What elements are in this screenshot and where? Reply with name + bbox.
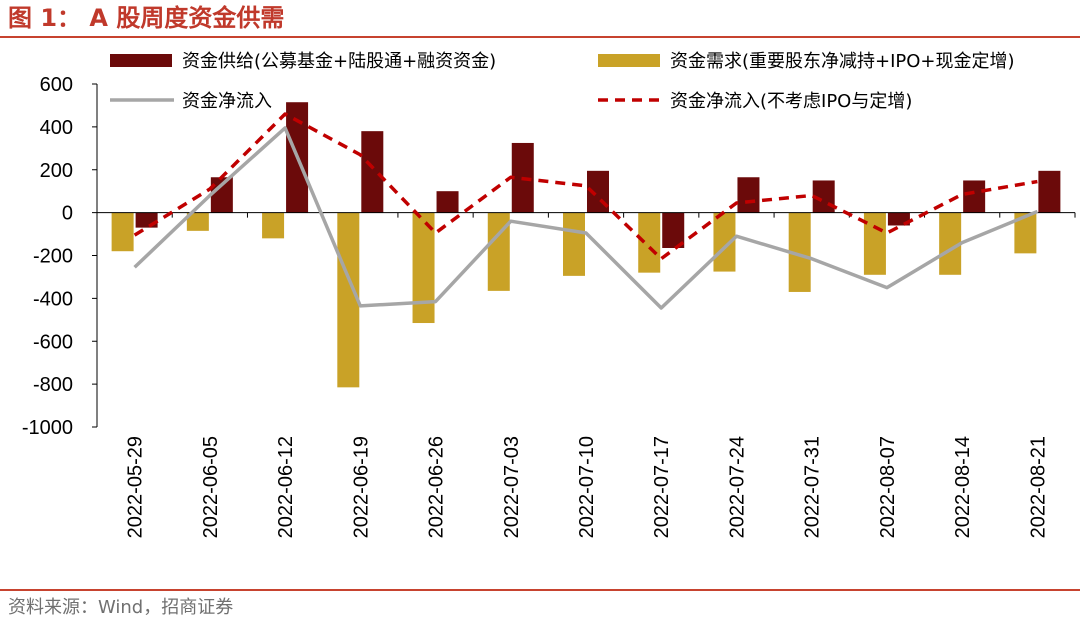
x-tick-label: 2022-06-26: [426, 436, 448, 538]
supply-bar: [963, 180, 986, 213]
x-tick-label: 2022-07-31: [802, 436, 824, 538]
x-tick-label: 2022-06-12: [275, 436, 297, 538]
demand-bar: [487, 212, 510, 291]
demand-bar: [111, 212, 134, 252]
x-tick-label: 2022-07-17: [651, 436, 673, 538]
y-tick-label: -600: [33, 331, 73, 353]
demand-bar: [186, 212, 209, 231]
supply-bar: [135, 212, 158, 228]
demand-bar: [412, 212, 435, 324]
supply-bar: [436, 191, 459, 213]
supply-bar: [737, 177, 760, 213]
demand-bar: [337, 212, 360, 388]
legend-label: 资金净流入(不考虑IPO与定增): [670, 91, 912, 112]
x-tick-label: 2022-08-14: [952, 436, 974, 538]
supply-bar: [361, 131, 384, 213]
supply-bar: [210, 177, 233, 213]
demand-bar: [638, 212, 661, 273]
x-tick-label: 2022-05-29: [125, 436, 147, 538]
y-tick-label: -200: [33, 246, 73, 268]
y-tick-label: 0: [62, 203, 73, 225]
source-note: 资料来源：Wind，招商证券: [8, 597, 234, 618]
legend-label: 资金净流入: [182, 91, 272, 112]
supply-bar: [662, 212, 685, 248]
demand-bar: [262, 212, 285, 239]
net-inflow-ex-line: [133, 112, 1038, 261]
bottom-rule: [0, 589, 1080, 591]
demand-bar: [788, 212, 811, 292]
y-tick-label: -400: [33, 288, 73, 310]
demand-bar: [939, 212, 962, 275]
y-tick-label: -1000: [22, 417, 73, 439]
demand-bar: [1014, 212, 1037, 254]
x-tick-label: 2022-07-03: [501, 436, 523, 538]
x-tick-label: 2022-06-19: [350, 436, 372, 538]
y-tick-label: 600: [40, 74, 73, 96]
chart: 600 400 200 0 -200 -400 -600 -800 -1000 2022-05-2…: [22, 51, 1076, 538]
y-tick-label: -800: [33, 374, 73, 396]
net-inflow-line: [133, 126, 1039, 310]
figure-title: 图 1： A 股周度资金供需: [8, 4, 285, 32]
x-tick-label: 2022-07-10: [576, 436, 598, 538]
supply-bar: [1038, 170, 1061, 213]
demand-bar: [713, 212, 736, 272]
demand-bar: [563, 212, 585, 276]
x-tick-label: 2022-07-24: [726, 436, 748, 538]
y-tick-label: 400: [40, 117, 73, 139]
legend-label: 资金需求(重要股东净减持+IPO+现金定增): [670, 51, 1015, 72]
y-tick-label: 200: [40, 160, 73, 182]
x-tick-label: 2022-08-21: [1027, 436, 1049, 538]
x-tick-label: 2022-06-05: [200, 436, 222, 538]
legend-swatch: [110, 54, 172, 67]
top-rule: [0, 36, 1080, 38]
x-tick-label: 2022-08-07: [877, 436, 899, 538]
legend-label: 资金供给(公募基金+陆股通+融资资金): [182, 51, 496, 72]
legend-swatch: [598, 54, 660, 67]
